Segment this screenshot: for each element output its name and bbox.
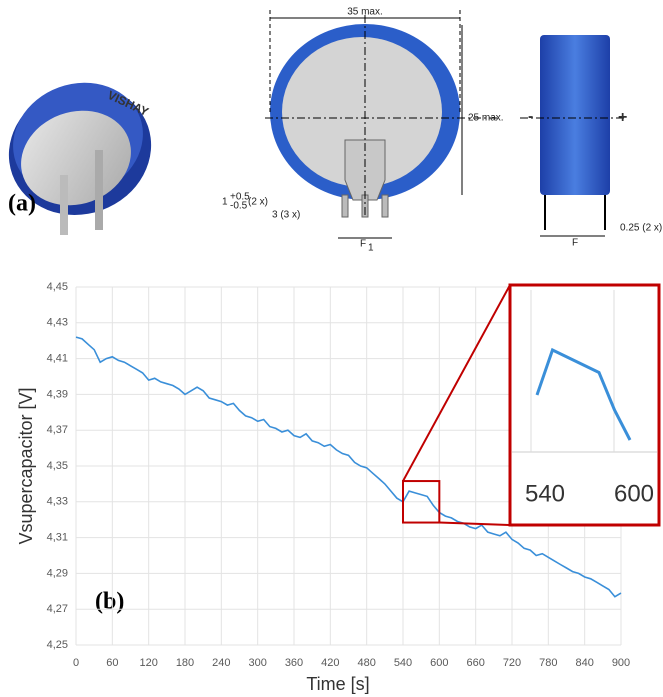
x-tick-label: 840 [575, 657, 593, 669]
polarity: + [618, 109, 627, 126]
x-tick-label: 600 [430, 657, 448, 669]
x-tick-label: 420 [321, 657, 339, 669]
dimension: (2 x) [248, 197, 268, 208]
capacitor-photo: VISHAY [8, 82, 152, 235]
inset-line [535, 347, 632, 441]
y-tick-label: 4,41 [47, 353, 68, 365]
x-tick-label: 60 [106, 657, 118, 669]
x-tick-label: 360 [285, 657, 303, 669]
y-tick-label: 4,45 [47, 281, 68, 293]
y-tick-label: 4,27 [47, 603, 68, 615]
x-tick-label: 480 [357, 657, 375, 669]
x-tick-label: 0 [73, 657, 79, 669]
y-tick-label: 4,37 [47, 424, 68, 436]
connector [402, 284, 511, 482]
dimension: +0.5 [230, 192, 250, 203]
front-drawing [265, 10, 500, 239]
y-tick-label: 4,25 [47, 639, 68, 651]
y-tick-label: 4,39 [47, 388, 68, 400]
panel-label: (b) [95, 589, 124, 615]
x-tick-label: 180 [176, 657, 194, 669]
y-tick-label: 4,35 [47, 460, 68, 472]
x-tick-label: 540 [394, 657, 412, 669]
x-tick-label: 660 [466, 657, 484, 669]
y-tick-label: 4,43 [47, 317, 68, 329]
data-line [75, 336, 622, 598]
x-axis-label: Time [s] [306, 674, 369, 694]
dimension: F [360, 239, 366, 250]
inset-tick-label: 600 [614, 480, 654, 507]
y-tick-label: 4,31 [47, 532, 68, 544]
inset-tick-label: 540 [525, 480, 565, 507]
connector [439, 521, 511, 526]
x-tick-label: 720 [503, 657, 521, 669]
x-tick-label: 120 [139, 657, 157, 669]
dimension: 3 (3 x) [272, 210, 300, 221]
dimension: 1 [222, 197, 228, 208]
dimension: -0.5 [230, 201, 248, 212]
dimension: F [572, 238, 578, 249]
side-drawing [520, 35, 625, 237]
y-tick-label: 4,33 [47, 496, 68, 508]
dimension: 35 max. [347, 7, 383, 18]
polarity: - [528, 108, 533, 125]
y-axis-label: Vsupercapacitor [V] [16, 387, 36, 544]
y-tick-label: 4,29 [47, 567, 68, 579]
x-tick-label: 240 [212, 657, 230, 669]
x-tick-label: 300 [248, 657, 266, 669]
inset [508, 283, 661, 527]
zoom-box [402, 480, 441, 524]
dimension: 25 max. [468, 113, 504, 124]
dimension: 0.25 (2 x) [620, 223, 662, 234]
x-tick-label: 780 [539, 657, 557, 669]
panel-label: (a) [8, 191, 36, 217]
x-tick-label: 900 [612, 657, 630, 669]
dimension: 1 [368, 243, 374, 254]
